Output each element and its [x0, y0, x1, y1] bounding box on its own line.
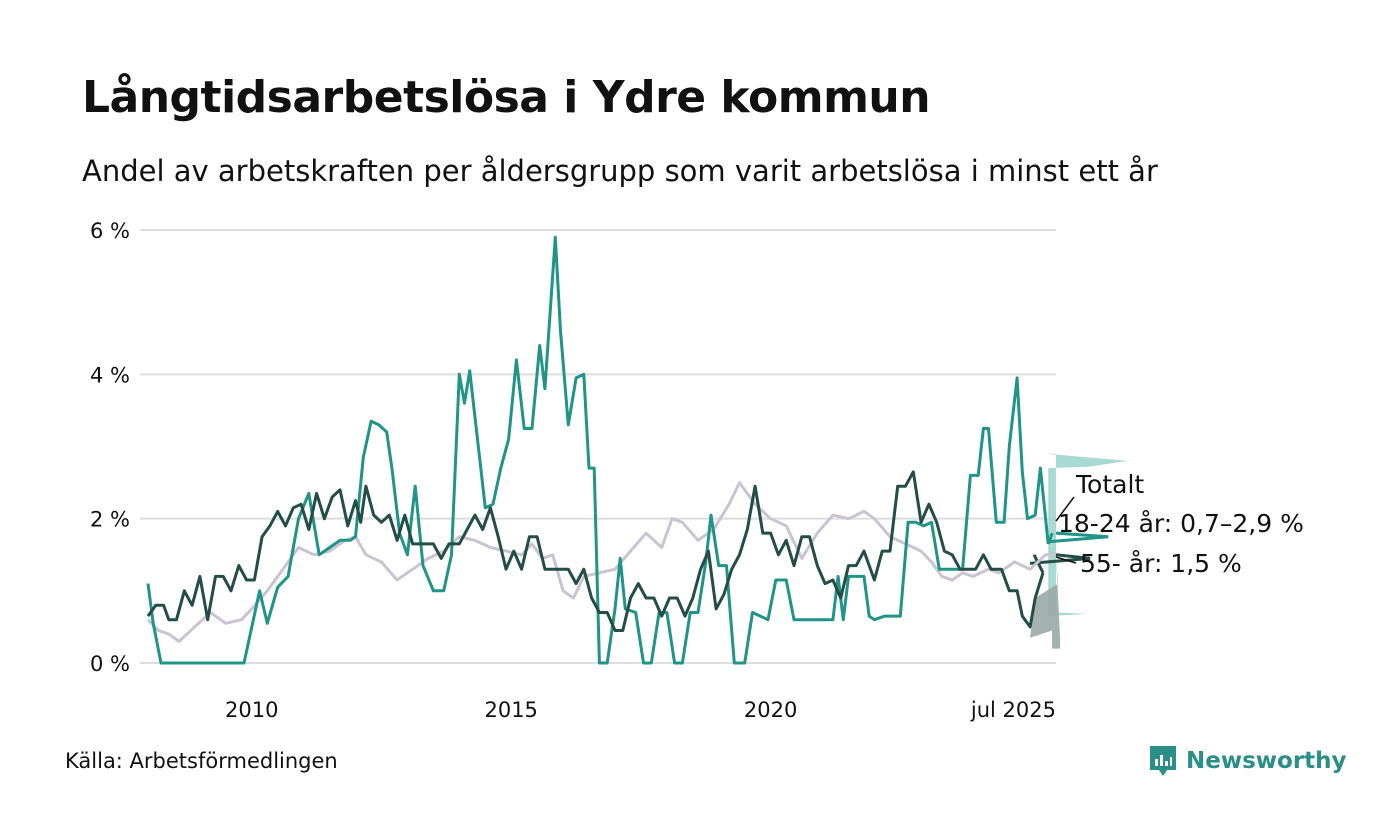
x-tick-label: 2010	[225, 698, 278, 722]
label-leader-line	[1055, 496, 1075, 522]
x-tick-label: 2015	[484, 698, 537, 722]
brand-logo[interactable]: Newsworthy	[1148, 744, 1347, 778]
y-tick-label: 0 %	[90, 652, 130, 676]
y-tick-label: 6 %	[90, 219, 130, 243]
y-tick-label: 2 %	[90, 508, 130, 532]
series-line-18-24	[146, 235, 1050, 665]
forecast-band	[1030, 554, 1061, 649]
series-direct-label: 18-24 år: 0,7–2,9 %	[1058, 509, 1304, 538]
forecast-line	[1029, 553, 1091, 565]
chart-title: Långtidsarbetslösa i Ydre kommun	[82, 72, 931, 123]
forecast-line	[1048, 531, 1109, 544]
y-tick-label: 4 %	[90, 363, 130, 387]
series-direct-label: Totalt	[1075, 470, 1144, 499]
source-note: Källa: Arbetsförmedlingen	[65, 749, 338, 773]
label-leader-line	[1055, 556, 1077, 564]
series-line-55	[146, 470, 1045, 632]
series-line-totalt	[146, 481, 1056, 643]
chart-subtitle: Andel av arbetskraften per åldersgrupp s…	[82, 154, 1158, 188]
x-tick-label: 2020	[744, 698, 797, 722]
x-tick-label: jul 2025	[970, 698, 1056, 722]
brand-name: Newsworthy	[1186, 748, 1347, 774]
series-direct-label: 55- år: 1,5 %	[1080, 549, 1242, 578]
newsworthy-icon	[1150, 746, 1176, 776]
